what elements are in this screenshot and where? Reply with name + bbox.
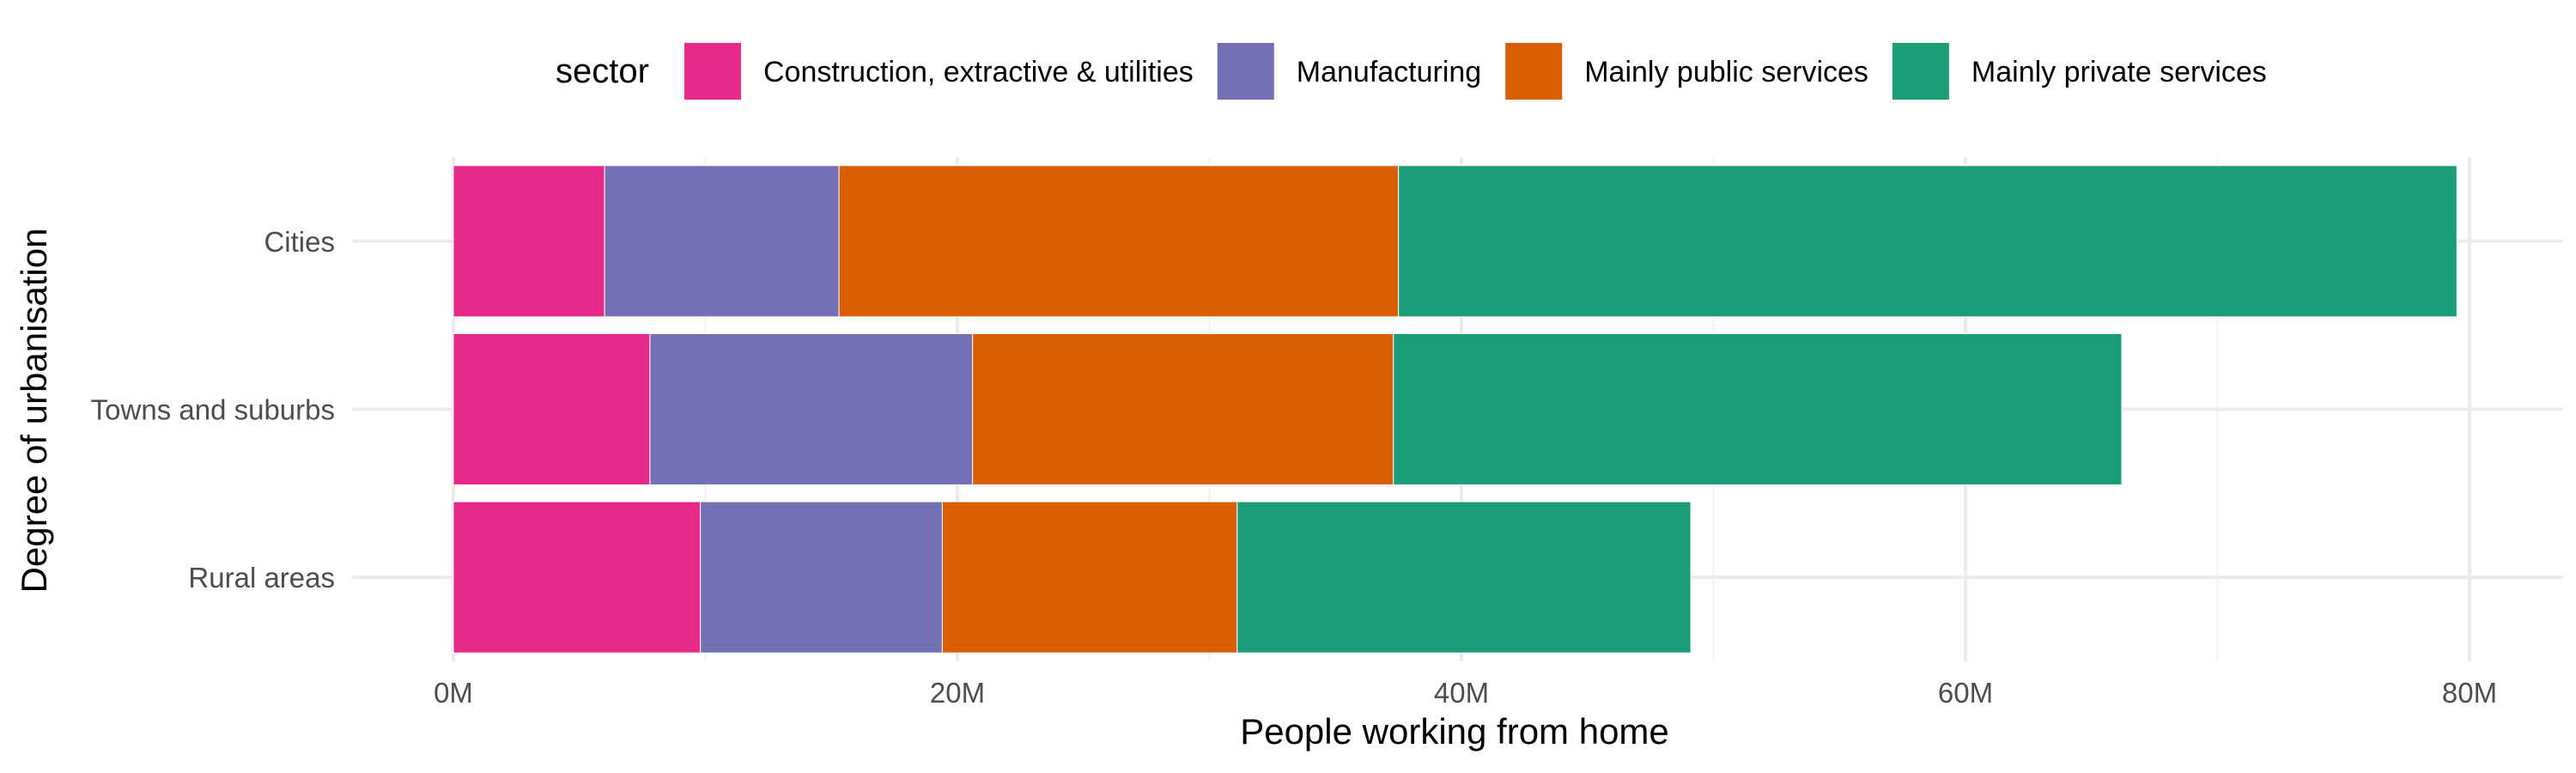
legend-item-construction-extractive-utilities: Construction, extractive & utilities [684, 43, 1194, 100]
legend-label: Construction, extractive & utilities [763, 56, 1194, 88]
x-tick-label: 60M [1938, 677, 1993, 709]
legend-item-mainly-public-services: Mainly public services [1505, 43, 1868, 100]
x-tick-label: 80M [2442, 677, 2497, 709]
legend-items: Construction, extractive & utilities Manu… [684, 43, 2267, 100]
legend-item-mainly-private-services: Mainly private services [1892, 43, 2267, 100]
y-tick-label: Cities [264, 226, 335, 258]
bar-cities-manufacturing [604, 165, 840, 318]
x-tick-label: 0M [434, 677, 473, 709]
x-axis: 0M 20M 40M 60M 80M [434, 677, 2497, 709]
bars [453, 165, 2458, 654]
legend-swatch [1505, 43, 1563, 100]
y-tick-label: Towns and suburbs [91, 394, 335, 426]
x-tick-label: 20M [930, 677, 985, 709]
plot-area [352, 157, 2563, 661]
legend-title: sector [556, 52, 649, 90]
x-tick-label: 40M [1434, 677, 1489, 709]
legend-label: Mainly public services [1584, 56, 1868, 88]
bar-rural-areas-manufacturing [700, 501, 943, 654]
x-axis-title: People working from home [1240, 711, 1669, 752]
bar-rural-areas-mainly-public-services [941, 501, 1238, 654]
y-axis: Cities Towns and suburbs Rural areas [91, 226, 335, 593]
bar-towns-and-suburbs-manufacturing [649, 332, 974, 486]
bar-cities-mainly-public-services [838, 165, 1400, 318]
legend-label: Mainly private services [1971, 56, 2267, 88]
bar-towns-and-suburbs-construction-extractive-utilities [453, 332, 651, 486]
bar-towns-and-suburbs-mainly-private-services [1393, 332, 2123, 486]
legend-swatch [1892, 43, 1949, 100]
legend-swatch [1217, 43, 1274, 100]
legend-swatch [684, 43, 741, 100]
y-tick-label: Rural areas [188, 562, 335, 593]
bar-rural-areas-construction-extractive-utilities [453, 501, 702, 654]
bar-cities-mainly-private-services [1398, 165, 2458, 318]
legend: sector Construction, extractive & utilit… [556, 43, 2267, 100]
bar-cities-construction-extractive-utilities [453, 165, 605, 318]
y-axis-title: Degree of urbanisation [14, 228, 54, 593]
bar-rural-areas-mainly-private-services [1236, 501, 1692, 654]
bar-towns-and-suburbs-mainly-public-services [972, 332, 1394, 486]
legend-label: Manufacturing [1297, 56, 1481, 88]
legend-item-manufacturing: Manufacturing [1217, 43, 1481, 100]
